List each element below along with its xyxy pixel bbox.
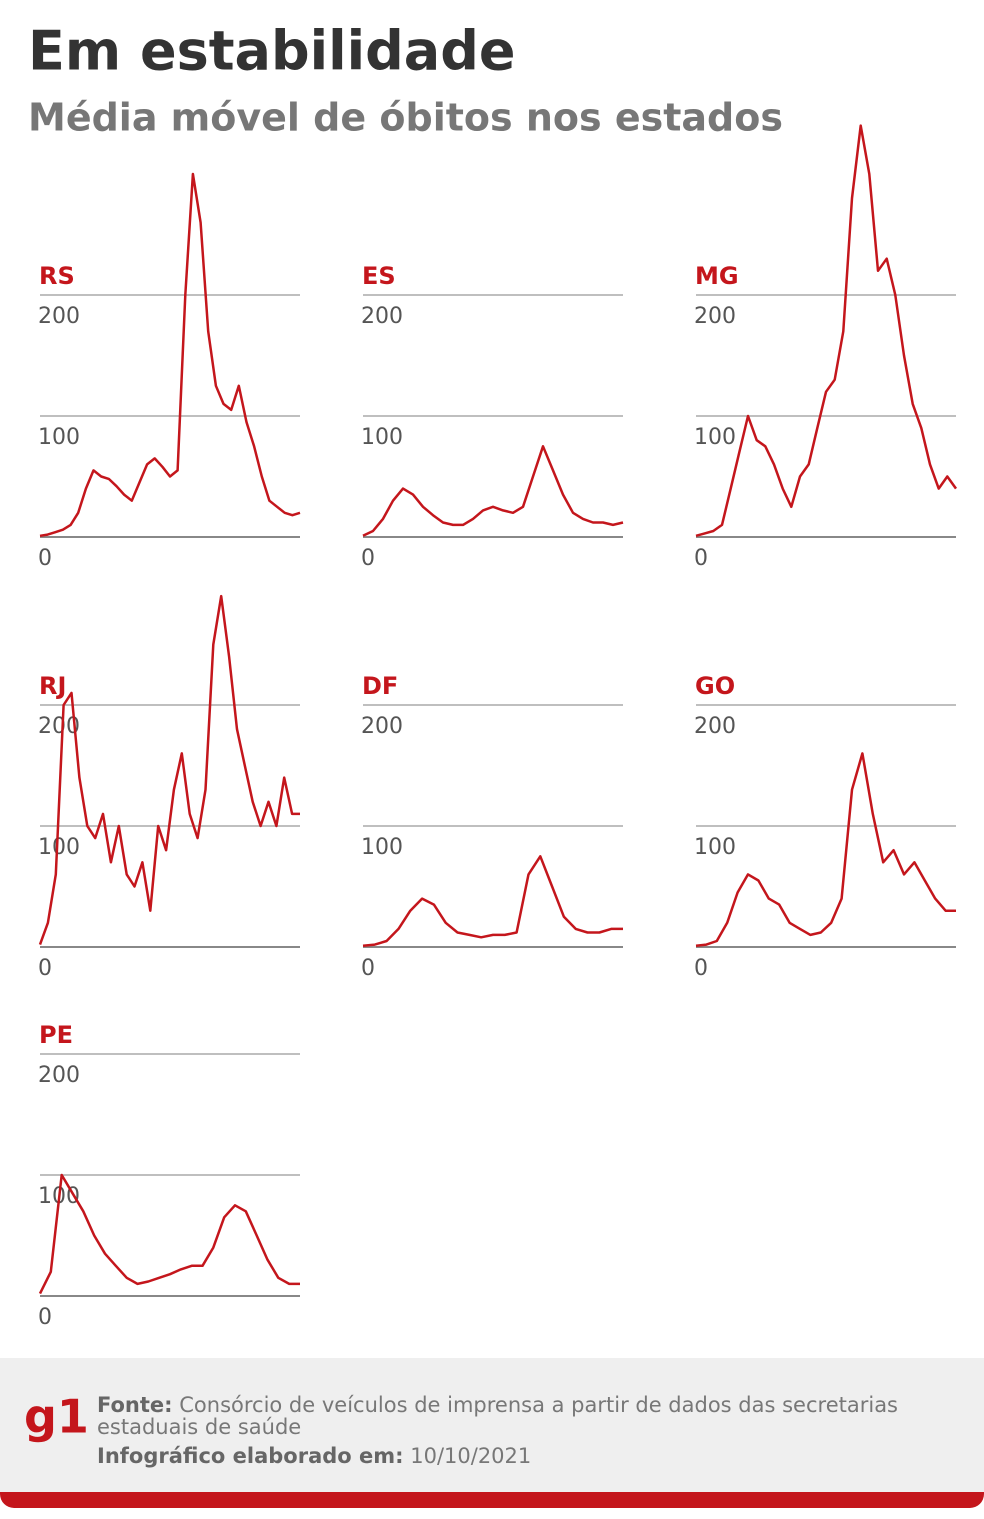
source-label: Fonte: bbox=[97, 1393, 173, 1417]
y-tick-label: 200 bbox=[361, 714, 403, 739]
y-tick-label: 200 bbox=[38, 1063, 80, 1088]
y-tick-label: 0 bbox=[38, 1305, 52, 1330]
footer-bg bbox=[0, 1358, 984, 1492]
line bbox=[695, 124, 958, 538]
state-label: RS bbox=[39, 262, 75, 290]
y-tick-label: 100 bbox=[38, 425, 80, 450]
y-tick-label: 0 bbox=[694, 546, 708, 571]
state-label: MG bbox=[695, 262, 739, 290]
line bbox=[38, 594, 300, 946]
state-label: ES bbox=[362, 262, 396, 290]
y-tick-label: 100 bbox=[694, 835, 736, 860]
title: Em estabilidade bbox=[28, 20, 516, 83]
y-tick-label: 100 bbox=[694, 425, 736, 450]
state-label: GO bbox=[695, 672, 735, 700]
state-label: PE bbox=[39, 1021, 73, 1049]
y-tick-label: 200 bbox=[694, 714, 736, 739]
source-text: Consórcio de veículos de imprensa a part… bbox=[97, 1393, 898, 1439]
y-tick-label: 0 bbox=[38, 956, 52, 981]
y-tick-label: 100 bbox=[361, 835, 403, 860]
y-tick-label: 100 bbox=[38, 835, 80, 860]
line bbox=[362, 855, 623, 948]
line bbox=[695, 752, 956, 948]
source: Fonte: Consórcio de veículos de imprensa… bbox=[97, 1394, 917, 1438]
line bbox=[38, 1173, 300, 1295]
line bbox=[39, 172, 301, 538]
y-tick-label: 200 bbox=[38, 304, 80, 329]
state-label: DF bbox=[362, 672, 398, 700]
y-tick-label: 200 bbox=[694, 304, 736, 329]
line bbox=[362, 445, 624, 537]
date-text: 10/10/2021 bbox=[410, 1444, 532, 1468]
y-tick-label: 0 bbox=[38, 546, 52, 571]
logo: g1 bbox=[24, 1390, 89, 1444]
y-tick-label: 100 bbox=[361, 425, 403, 450]
date-label: Infográfico elaborado em: bbox=[97, 1444, 404, 1468]
y-tick-label: 0 bbox=[694, 956, 708, 981]
y-tick-label: 0 bbox=[361, 956, 375, 981]
date: Infográfico elaborado em: 10/10/2021 bbox=[97, 1445, 917, 1467]
y-tick-label: 200 bbox=[361, 304, 403, 329]
state-label: RJ bbox=[39, 672, 66, 700]
subtitle: Média móvel de óbitos nos estados bbox=[28, 96, 783, 140]
y-tick-label: 0 bbox=[361, 546, 375, 571]
